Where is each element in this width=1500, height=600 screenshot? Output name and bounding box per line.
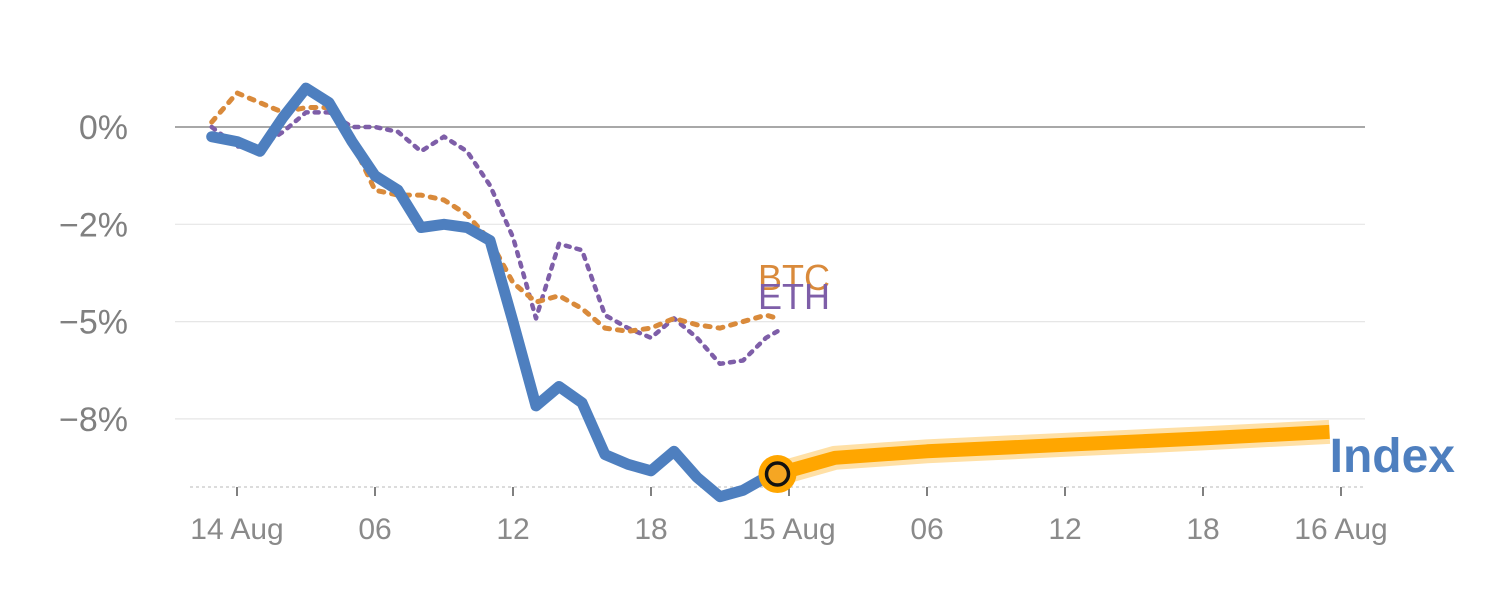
y-axis: 0% −2% −5% −8% (59, 109, 128, 439)
x-tick-label: 16 Aug (1294, 513, 1387, 546)
y-tick-label: −5% (59, 304, 128, 342)
x-tick-label: 12 (1048, 513, 1081, 546)
current-point-marker (764, 461, 791, 487)
x-tick-label: 15 Aug (742, 513, 835, 546)
x-tick-label: 18 (634, 513, 667, 546)
eth-label: ETH (758, 276, 830, 317)
x-tick-label: 14 Aug (190, 513, 283, 546)
y-tick-label: −8% (59, 401, 128, 439)
x-tick-label: 18 (1186, 513, 1219, 546)
gridlines (175, 126, 1365, 420)
series-layer (206, 82, 1331, 503)
x-tick-label: 06 (358, 513, 391, 546)
eth-line (209, 110, 780, 367)
x-tick-label: 06 (910, 513, 943, 546)
x-axis: 14 Aug 06 12 18 15 Aug 06 12 18 16 Aug (190, 486, 1388, 546)
y-tick-label: −2% (59, 206, 128, 244)
btc-line (209, 90, 780, 334)
x-tick-label: 12 (496, 513, 529, 546)
y-tick-label: 0% (79, 109, 128, 147)
index-line (206, 82, 783, 503)
btc-label: BTC (758, 257, 830, 298)
index-label: Index (1330, 430, 1456, 483)
